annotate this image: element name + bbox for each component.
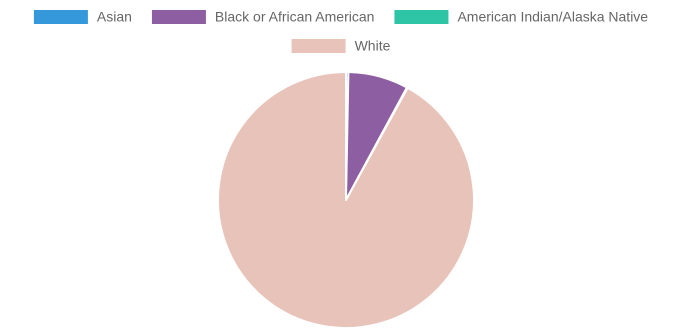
legend-swatch	[291, 39, 346, 53]
legend-swatch	[394, 10, 449, 24]
legend-label: Black or African American	[215, 9, 375, 25]
legend-item-american-indian-alaska-native[interactable]: American Indian/Alaska Native	[394, 9, 648, 25]
legend-item-white[interactable]: White	[291, 38, 391, 54]
legend: Asian Black or African American American I…	[33, 9, 648, 54]
legend-swatch	[151, 10, 206, 24]
legend-item-asian[interactable]: Asian	[33, 9, 132, 25]
legend-item-black-or-african-american[interactable]: Black or African American	[151, 9, 375, 25]
legend-swatch	[33, 10, 88, 24]
pie-slice-white[interactable]	[217, 71, 475, 329]
legend-label: Asian	[97, 9, 132, 25]
legend-label: White	[355, 38, 391, 54]
pie	[217, 70, 475, 329]
legend-label: American Indian/Alaska Native	[457, 9, 648, 25]
